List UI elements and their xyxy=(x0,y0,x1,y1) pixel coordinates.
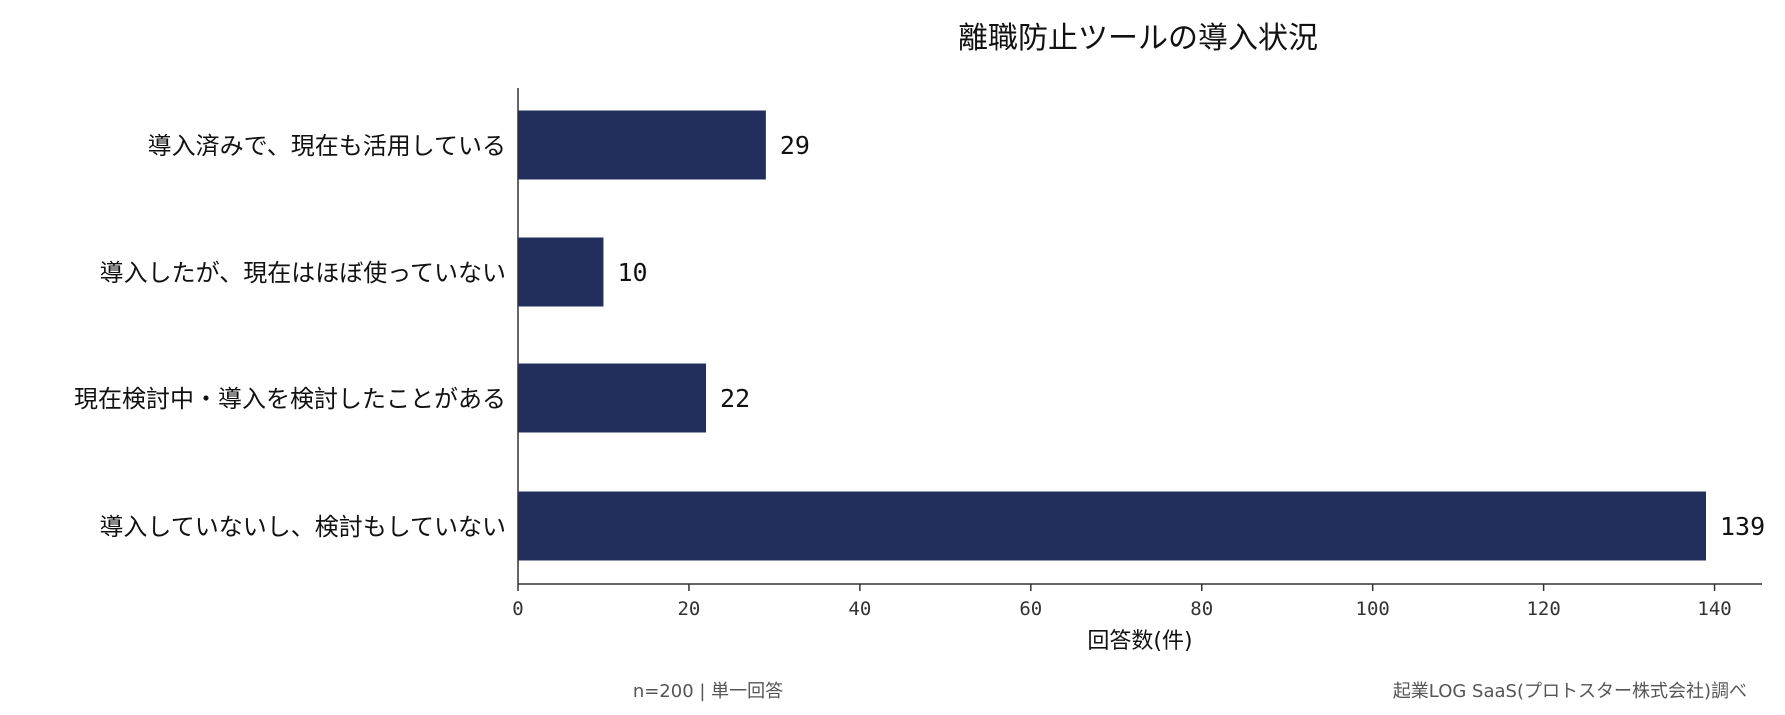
x-tick-label: 140 xyxy=(1697,598,1731,620)
data-label: 29 xyxy=(780,131,810,160)
chart-title: 離職防止ツールの導入状況 xyxy=(958,21,1318,56)
source-note: 起業LOG SaaS(プロトスター株式会社)調べ xyxy=(1393,681,1747,702)
x-tick-label: 0 xyxy=(512,598,523,620)
sample-note: n=200 | 単一回答 xyxy=(633,681,783,702)
bar xyxy=(518,363,707,433)
x-tick-label: 40 xyxy=(848,598,871,620)
x-tick-label: 100 xyxy=(1356,598,1390,620)
x-axis-label: 回答数(件) xyxy=(1087,629,1192,654)
bar xyxy=(518,491,1706,561)
category-label: 現在検討中・導入を検討したことがある xyxy=(74,385,506,413)
category-label: 導入済みで、現在も活用している xyxy=(148,132,506,160)
data-label: 139 xyxy=(1720,512,1765,541)
x-tick-label: 60 xyxy=(1019,598,1042,620)
x-tick-label: 20 xyxy=(677,598,700,620)
bar xyxy=(518,110,766,180)
data-label: 22 xyxy=(720,384,750,413)
category-label: 導入していないし、検討もしていない xyxy=(99,513,506,541)
category-label: 導入したが、現在はほぼ使っていない xyxy=(100,259,506,287)
x-tick-label: 80 xyxy=(1190,598,1213,620)
data-label: 10 xyxy=(617,258,647,287)
x-tick-label: 120 xyxy=(1526,598,1560,620)
bar xyxy=(518,237,604,307)
